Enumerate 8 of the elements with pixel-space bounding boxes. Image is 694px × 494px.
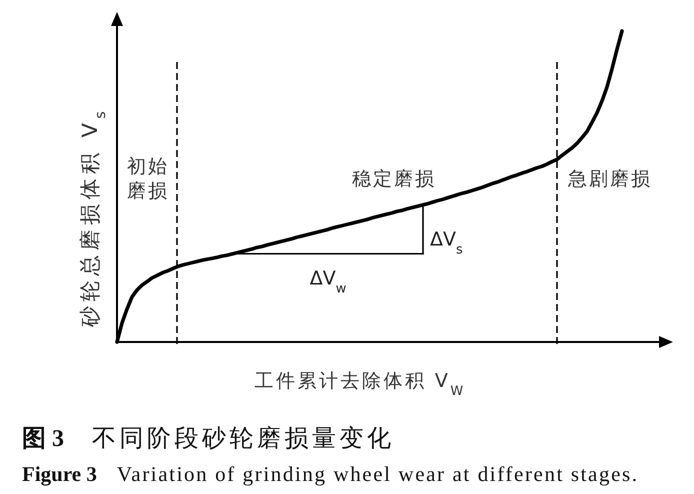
annotation: 初始磨损 xyxy=(127,155,169,202)
x-axis-title: 工件累计去除体积 V$_{W}$ xyxy=(254,370,466,398)
annotation: 稳定磨损 xyxy=(352,168,436,190)
annotation: ΔV$_{w}$ xyxy=(310,268,347,296)
text: Figure 3 Variation of grinding wheel wear at different stages. xyxy=(22,462,639,486)
annotation: ΔV$_{s}$ xyxy=(430,228,463,257)
text: 图 3 不同阶段砂轮磨损量变化 xyxy=(22,425,394,452)
annotation: 急剧磨损 xyxy=(567,168,652,190)
